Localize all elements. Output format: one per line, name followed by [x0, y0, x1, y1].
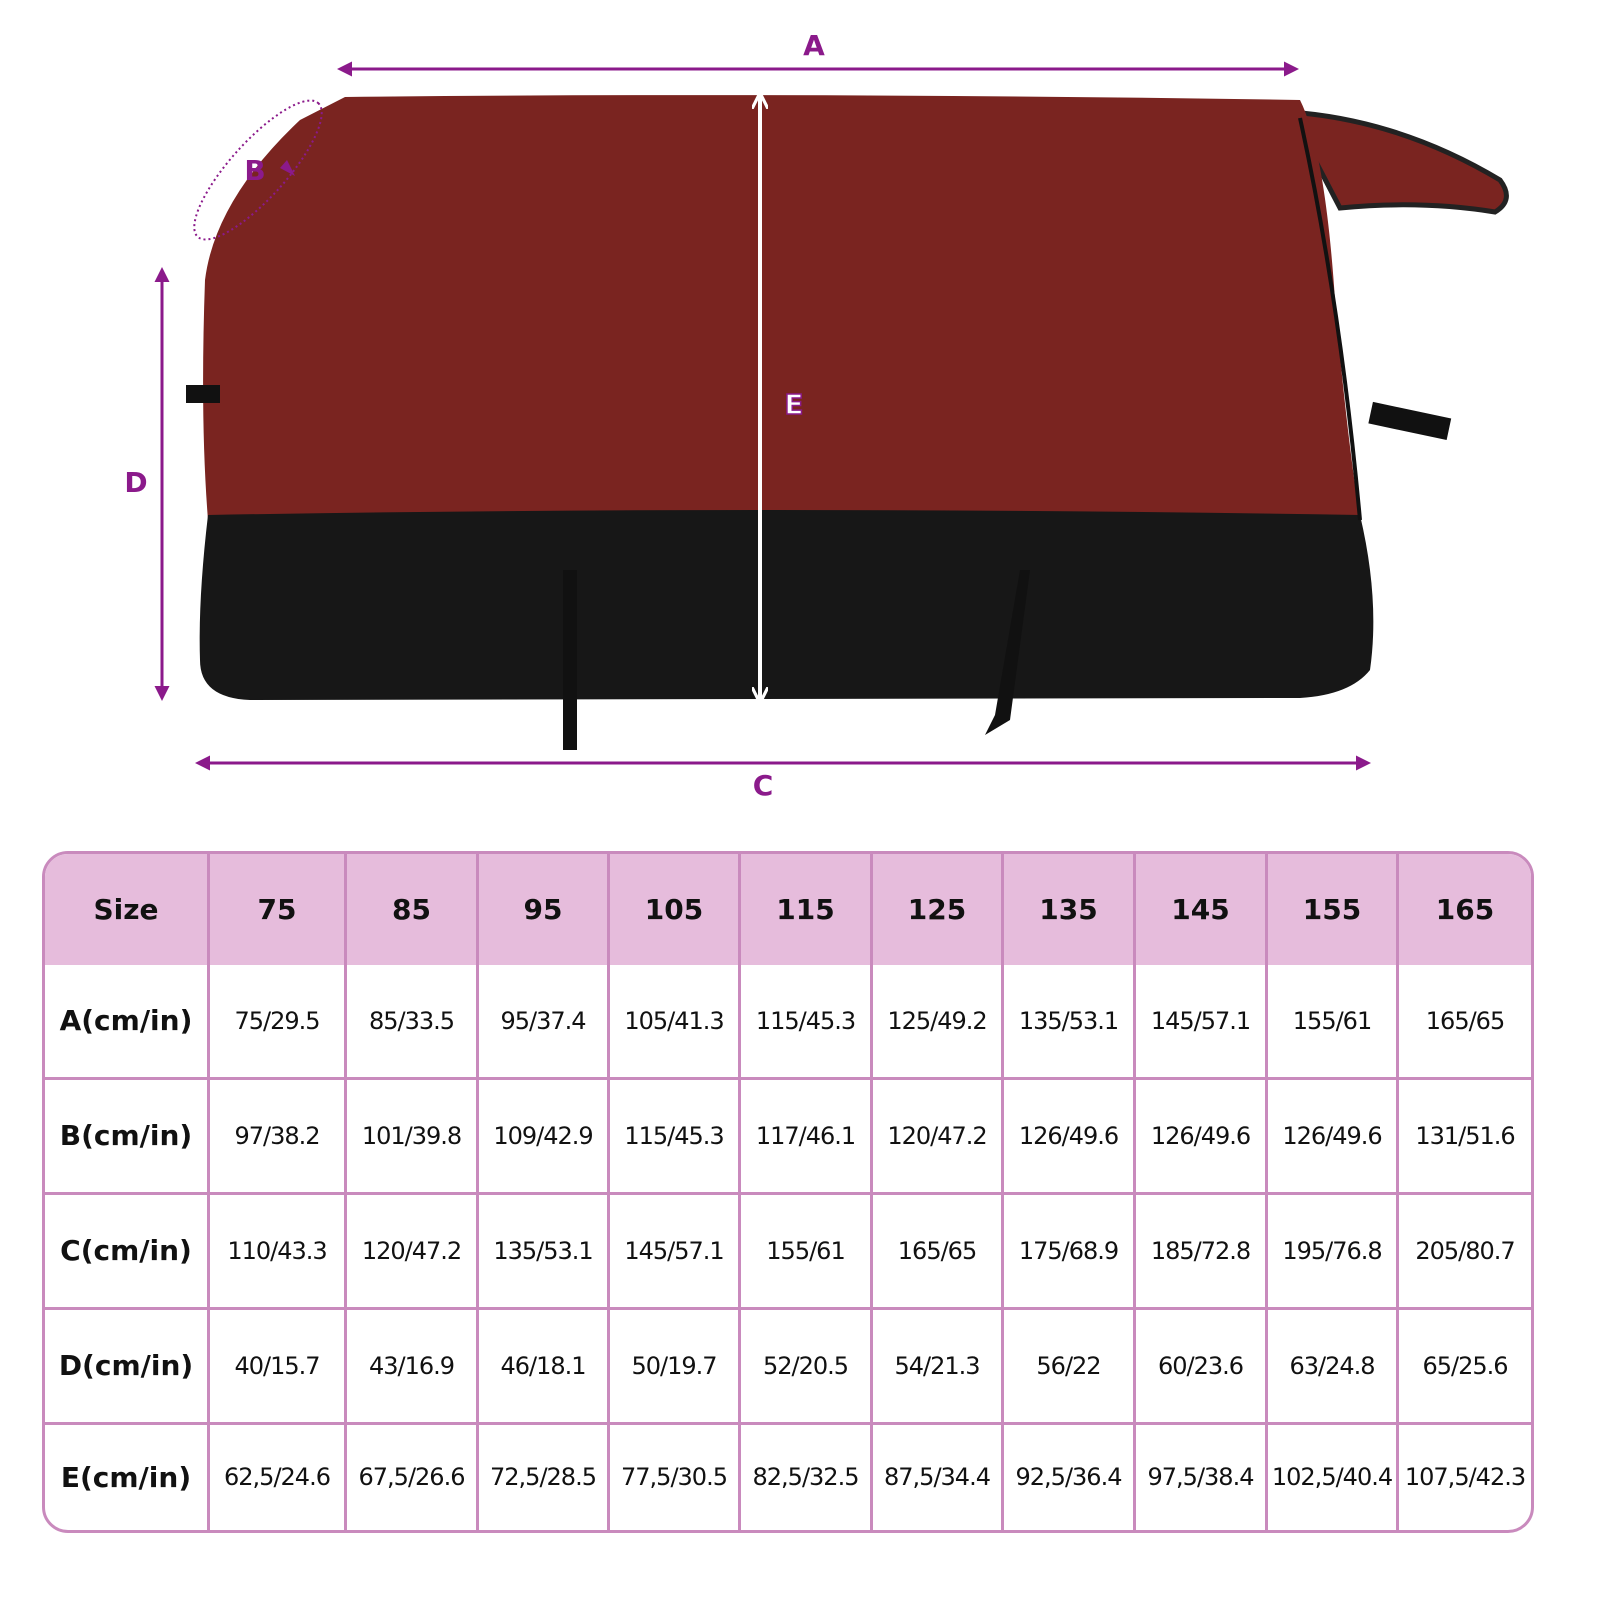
row-label: D(cm/in)	[45, 1309, 210, 1425]
table-cell: 50/19.7	[610, 1309, 741, 1425]
belly-strap	[563, 570, 577, 750]
table-cell: 75/29.5	[210, 965, 347, 1080]
table-cell: 165/65	[873, 1194, 1004, 1310]
table-cell: 77,5/30.5	[610, 1424, 741, 1530]
table-cell: 165/65	[1399, 965, 1531, 1080]
table-row: B(cm/in) 97/38.2 101/39.8 109/42.9 115/45.3 1…	[45, 1079, 1531, 1195]
table-cell: 135/53.1	[1004, 965, 1136, 1080]
blanket-top	[203, 95, 1361, 521]
table-cell: 46/18.1	[479, 1309, 610, 1425]
row-label: C(cm/in)	[45, 1194, 210, 1310]
table-cell: 155/61	[741, 1194, 873, 1310]
table-cell: 97,5/38.4	[1136, 1424, 1268, 1530]
table-cell: 56/22	[1004, 1309, 1136, 1425]
table-cell: 82,5/32.5	[741, 1424, 873, 1530]
dimension-label-a: A	[803, 29, 825, 62]
chest-buckle	[1368, 401, 1452, 441]
row-label: B(cm/in)	[45, 1079, 210, 1195]
header-size-115: 115	[741, 854, 873, 965]
dimension-b-loop	[193, 99, 323, 241]
table-cell: 126/49.6	[1268, 1079, 1399, 1195]
table-cell: 60/23.6	[1136, 1309, 1268, 1425]
table-cell: 67,5/26.6	[347, 1424, 479, 1530]
table-cell: 85/33.5	[347, 965, 479, 1080]
header-size: Size	[45, 854, 210, 965]
dimension-label-b: B	[244, 154, 265, 187]
table-cell: 110/43.3	[210, 1194, 347, 1310]
table-cell: 205/80.7	[1399, 1195, 1531, 1310]
table-cell: 97/38.2	[210, 1079, 347, 1195]
table-cell: 126/49.6	[1136, 1079, 1268, 1195]
table-cell: 102,5/40.4	[1268, 1424, 1399, 1530]
header-size-155: 155	[1268, 854, 1399, 965]
table-row: C(cm/in) 110/43.3 120/47.2 135/53.1 145/57.1…	[45, 1194, 1531, 1310]
table-cell: 101/39.8	[347, 1079, 479, 1195]
table-cell: 117/46.1	[741, 1079, 873, 1195]
neck-flap	[1285, 109, 1509, 215]
dimension-label-c: C	[753, 769, 774, 802]
header-size-105: 105	[610, 854, 741, 965]
table-cell: 125/49.2	[873, 965, 1004, 1080]
table-cell: 195/76.8	[1268, 1194, 1399, 1310]
table-header-row: Size 75 85 95 105 115 125 135 145 155 165	[45, 854, 1531, 965]
table-cell: 40/15.7	[210, 1309, 347, 1425]
header-size-95: 95	[479, 854, 610, 965]
table-cell: 145/57.1	[610, 1194, 741, 1310]
table-cell: 54/21.3	[873, 1309, 1004, 1425]
table-cell: 87,5/34.4	[873, 1424, 1004, 1530]
table-cell: 107,5/42.3	[1404, 1463, 1526, 1492]
row-label: E(cm/in)	[45, 1424, 210, 1530]
blanket-dimension-diagram: A B C D E	[124, 29, 1509, 802]
table-row: D(cm/in) 40/15.7 43/16.9 46/18.1 50/19.7 52/2…	[45, 1309, 1531, 1425]
table-row: A(cm/in) 75/29.5 85/33.5 95/37.4 105/41.3 115…	[45, 965, 1531, 1080]
table-row: E(cm/in) 62,5/24.6 67,5/26.6 72,5/28.5 77,5/…	[45, 1424, 1531, 1530]
table-cell: 120/47.2	[347, 1194, 479, 1310]
side-buckle	[186, 385, 220, 403]
table-cell: 155/61	[1268, 965, 1399, 1080]
row-label: A(cm/in)	[45, 965, 210, 1080]
table-cell: 185/72.8	[1136, 1194, 1268, 1310]
table-cell: 131/51.6	[1399, 1080, 1531, 1195]
table-cell: 126/49.6	[1004, 1079, 1136, 1195]
header-size-85: 85	[347, 854, 479, 965]
table-cell: 109/42.9	[479, 1079, 610, 1195]
table-cell: 43/16.9	[347, 1309, 479, 1425]
size-table: Size 75 85 95 105 115 125 135 145 155 165 A(cm/in)…	[42, 851, 1534, 1533]
dimension-label-d: D	[124, 466, 147, 499]
table-cell: 175/68.9	[1004, 1194, 1136, 1310]
table-cell: 65/25.6	[1399, 1310, 1531, 1425]
blanket-bottom	[199, 510, 1374, 700]
table-cell: 115/45.3	[610, 1079, 741, 1195]
table-cell: 105/41.3	[610, 965, 741, 1080]
table-cell: 92,5/36.4	[1004, 1424, 1136, 1530]
header-size-75: 75	[210, 854, 347, 965]
table-cell: 72,5/28.5	[479, 1424, 610, 1530]
table-cell: 62,5/24.6	[210, 1424, 347, 1530]
header-size-135: 135	[1004, 854, 1136, 965]
belly-strap	[985, 570, 1030, 735]
table-cell: 135/53.1	[479, 1194, 610, 1310]
table-cell: 120/47.2	[873, 1079, 1004, 1195]
table-cell: 145/57.1	[1136, 965, 1268, 1080]
header-size-125: 125	[873, 854, 1004, 965]
table-cell: 115/45.3	[741, 965, 873, 1080]
table-cell: 95/37.4	[479, 965, 610, 1080]
header-size-165: 165	[1399, 854, 1531, 965]
table-cell: 63/24.8	[1268, 1309, 1399, 1425]
table-cell: 52/20.5	[741, 1309, 873, 1425]
header-size-145: 145	[1136, 854, 1268, 965]
dimension-label-e: E	[784, 388, 803, 421]
